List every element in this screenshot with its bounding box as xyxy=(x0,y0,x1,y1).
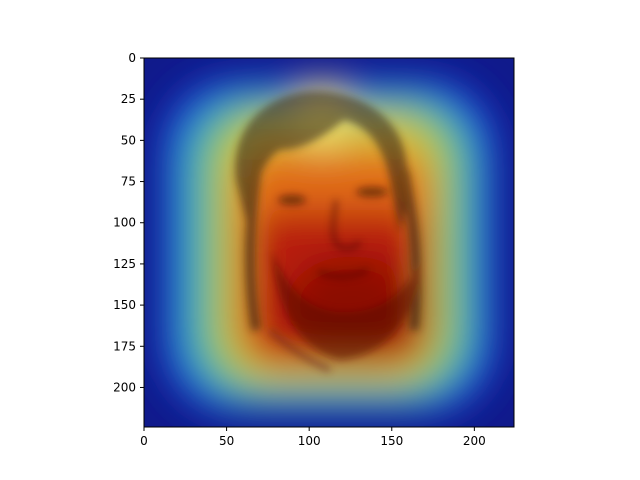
right-eye xyxy=(356,187,388,197)
x-tick-label: 150 xyxy=(380,434,403,448)
x-tick-label: 200 xyxy=(463,434,486,448)
y-tick-label: 100 xyxy=(113,216,136,230)
y-tick-label: 0 xyxy=(128,51,136,65)
y-tick-label: 150 xyxy=(113,298,136,312)
x-tick-label: 50 xyxy=(219,434,234,448)
y-tick-label: 175 xyxy=(113,339,136,353)
x-tick-label: 100 xyxy=(298,434,321,448)
left-eye xyxy=(278,195,306,205)
x-axis: 0 50 100 150 200 xyxy=(140,427,486,448)
beard xyxy=(272,250,420,360)
mouth xyxy=(317,268,369,279)
left-hair-strand xyxy=(245,159,263,331)
y-tick-label: 125 xyxy=(113,257,136,271)
y-tick-label: 75 xyxy=(121,175,136,189)
collar xyxy=(267,327,332,373)
nose xyxy=(331,199,362,251)
y-tick-label: 200 xyxy=(113,380,136,394)
hair-outline xyxy=(235,91,408,237)
plot-frame xyxy=(143,57,515,428)
y-axis: 0 25 50 75 100 125 150 175 200 xyxy=(113,51,144,394)
y-tick-label: 25 xyxy=(121,92,136,106)
y-tick-label: 50 xyxy=(121,133,136,147)
heatmap-image xyxy=(144,58,514,427)
portrait-features xyxy=(235,91,422,373)
right-hair-strand xyxy=(399,169,422,331)
x-tick-label: 0 xyxy=(140,434,148,448)
